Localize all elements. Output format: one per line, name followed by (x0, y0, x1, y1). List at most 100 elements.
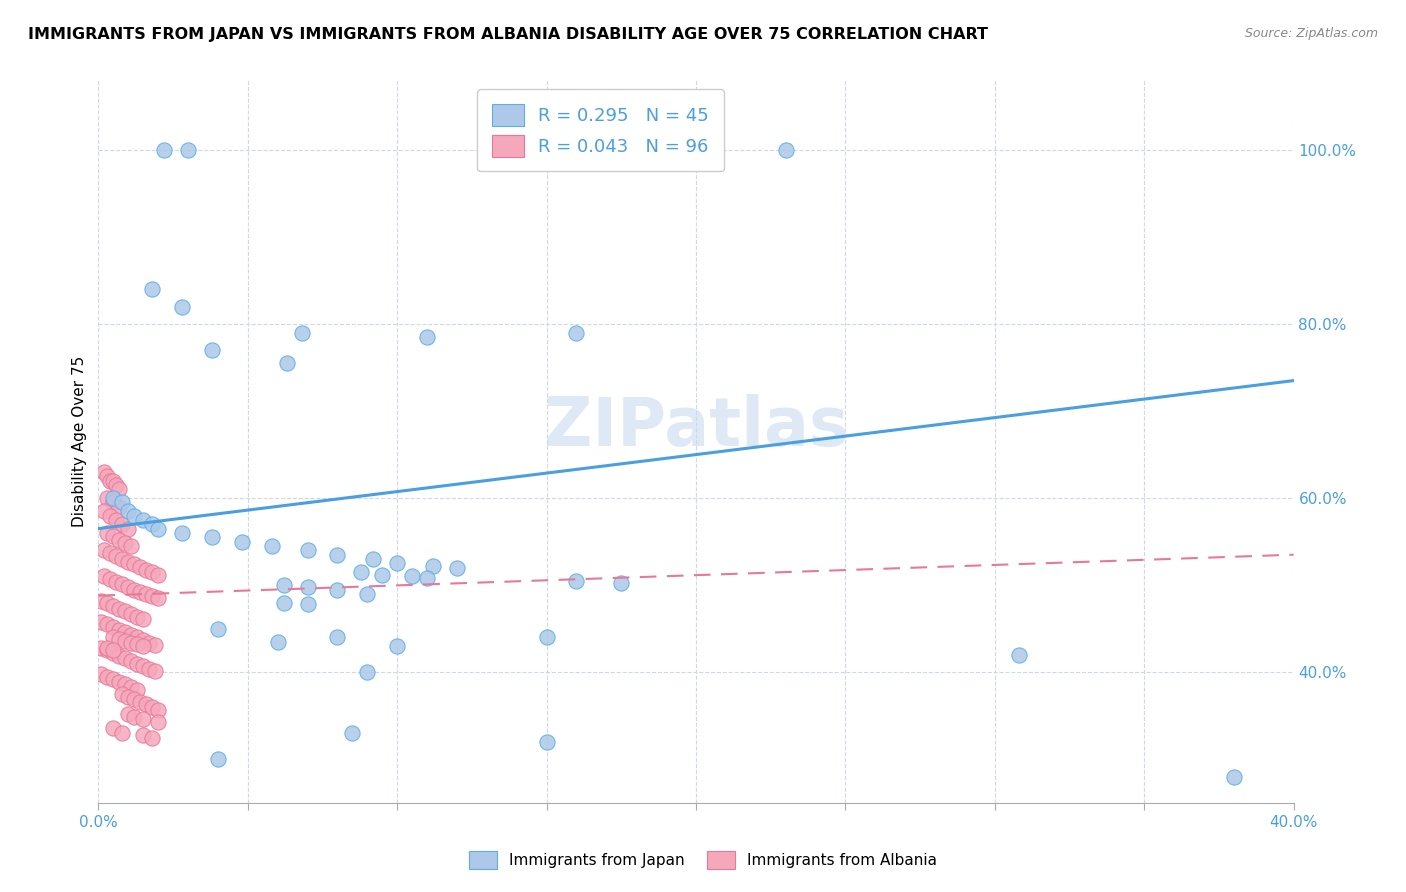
Point (96, 669, 118, 683)
Point (108, 674, 131, 689)
Point (108, 483, 131, 497)
Point (276, 356, 298, 370)
Point (342, 726, 364, 740)
Point (108, 601, 131, 615)
Point (207, 622, 229, 636)
Point (120, 539, 142, 553)
Point (96, 597, 118, 611)
Point (135, 587, 157, 601)
Point (103, 620, 125, 634)
Point (201, 343, 224, 358)
Point (105, 478, 128, 492)
Text: Source: ZipAtlas.com: Source: ZipAtlas.com (1244, 27, 1378, 40)
Point (93, 504, 115, 518)
Point (103, 495, 125, 509)
Point (103, 672, 125, 686)
Point (96, 525, 118, 540)
Point (90, 594, 112, 608)
Point (385, 557, 409, 571)
Point (775, 143, 797, 157)
Point (93, 569, 115, 583)
Point (132, 728, 155, 742)
Point (177, 143, 200, 157)
Point (111, 552, 134, 566)
Point (114, 677, 136, 691)
Point (132, 659, 155, 673)
Point (356, 587, 378, 601)
Point (98, 474, 122, 488)
Point (148, 522, 170, 536)
Y-axis label: Disability Age Over 75: Disability Age Over 75 (72, 356, 87, 527)
Point (105, 574, 128, 589)
Point (127, 631, 149, 645)
Point (108, 632, 131, 647)
Point (124, 709, 146, 723)
Point (141, 731, 163, 745)
Point (120, 680, 142, 694)
Point (536, 631, 558, 645)
Point (273, 596, 295, 610)
Point (120, 628, 142, 642)
Point (132, 513, 155, 527)
Point (363, 552, 385, 566)
Point (536, 735, 558, 749)
Point (132, 612, 155, 626)
Point (350, 565, 373, 579)
Point (103, 642, 125, 657)
Point (120, 635, 142, 649)
Point (129, 585, 152, 599)
Point (98, 546, 122, 560)
Point (385, 639, 409, 653)
Point (120, 607, 142, 621)
Legend: R = 0.295   N = 45, R = 0.043   N = 96: R = 0.295 N = 45, R = 0.043 N = 96 (477, 89, 724, 171)
Point (90, 615, 112, 629)
Point (98, 572, 122, 586)
Point (129, 695, 152, 709)
Point (98, 508, 122, 523)
Point (141, 565, 163, 579)
Point (103, 721, 125, 735)
Point (201, 530, 224, 544)
Point (260, 539, 283, 553)
Point (153, 143, 176, 157)
Point (148, 703, 170, 717)
Point (93, 465, 115, 479)
Point (1223, 770, 1246, 784)
Point (124, 508, 146, 523)
Point (565, 574, 588, 588)
Point (422, 559, 444, 574)
Point (117, 580, 139, 594)
Point (117, 555, 139, 569)
Point (416, 330, 439, 344)
Point (108, 500, 131, 514)
Point (207, 752, 229, 766)
Point (111, 495, 134, 509)
Point (117, 522, 139, 536)
Point (141, 282, 163, 296)
Point (138, 635, 160, 649)
Point (297, 597, 319, 611)
Point (114, 651, 136, 665)
Legend: Immigrants from Japan, Immigrants from Albania: Immigrants from Japan, Immigrants from A… (463, 845, 943, 875)
Point (326, 582, 349, 597)
Point (291, 326, 314, 340)
Point (135, 562, 157, 576)
Point (117, 690, 139, 704)
Point (148, 591, 170, 606)
Point (326, 631, 349, 645)
Point (401, 569, 423, 583)
Point (141, 590, 163, 604)
Point (129, 560, 152, 574)
Point (127, 609, 149, 624)
Point (610, 576, 633, 591)
Point (273, 578, 295, 592)
Point (111, 726, 134, 740)
Point (96, 491, 118, 505)
Point (141, 517, 163, 532)
Point (96, 643, 118, 657)
Point (103, 474, 125, 488)
Text: IMMIGRANTS FROM JAPAN VS IMMIGRANTS FROM ALBANIA DISABILITY AGE OVER 75 CORRELAT: IMMIGRANTS FROM JAPAN VS IMMIGRANTS FROM… (28, 27, 988, 42)
Point (132, 639, 155, 653)
Point (172, 525, 194, 540)
Point (326, 548, 349, 562)
